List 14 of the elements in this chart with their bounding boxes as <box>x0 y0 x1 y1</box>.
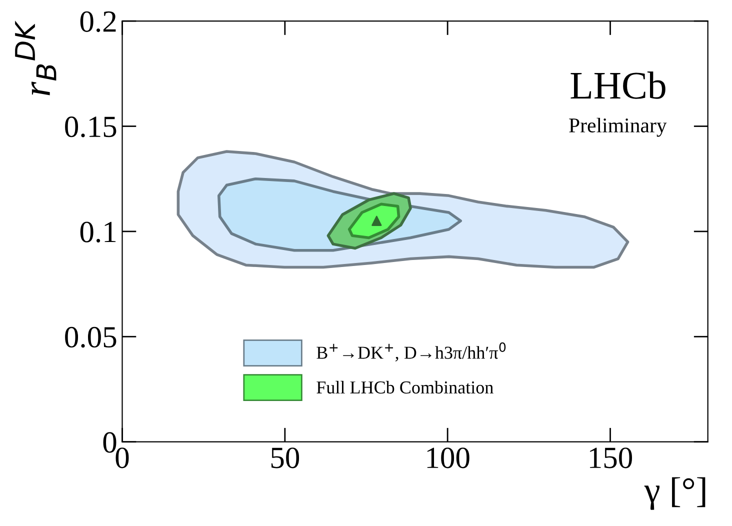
x-tick-label: 150 <box>590 448 632 468</box>
y-tick-label: 0.15 <box>65 116 116 138</box>
y-tick-label: 0.05 <box>65 326 116 348</box>
x-tick-label: 100 <box>427 448 470 468</box>
legend-label: B$^{+}$→DK$^{+}$, D→h3π/hh′π$^{0}$ <box>316 342 506 362</box>
legend-label: Full LHCb Combination <box>316 380 494 394</box>
y-tick-label: 0.2 <box>80 11 116 32</box>
x-axis-title: γ [°] <box>644 477 706 510</box>
annotation: LHCb <box>570 72 666 99</box>
x-tick-label: 50 <box>271 448 300 468</box>
annotation: Preliminary <box>569 118 667 137</box>
y-tick-label: 0.1 <box>80 222 116 242</box>
y-tick-label: 0 <box>103 432 116 453</box>
y-axis-title: r$_{B}$$^{DK}$ <box>15 20 56 96</box>
